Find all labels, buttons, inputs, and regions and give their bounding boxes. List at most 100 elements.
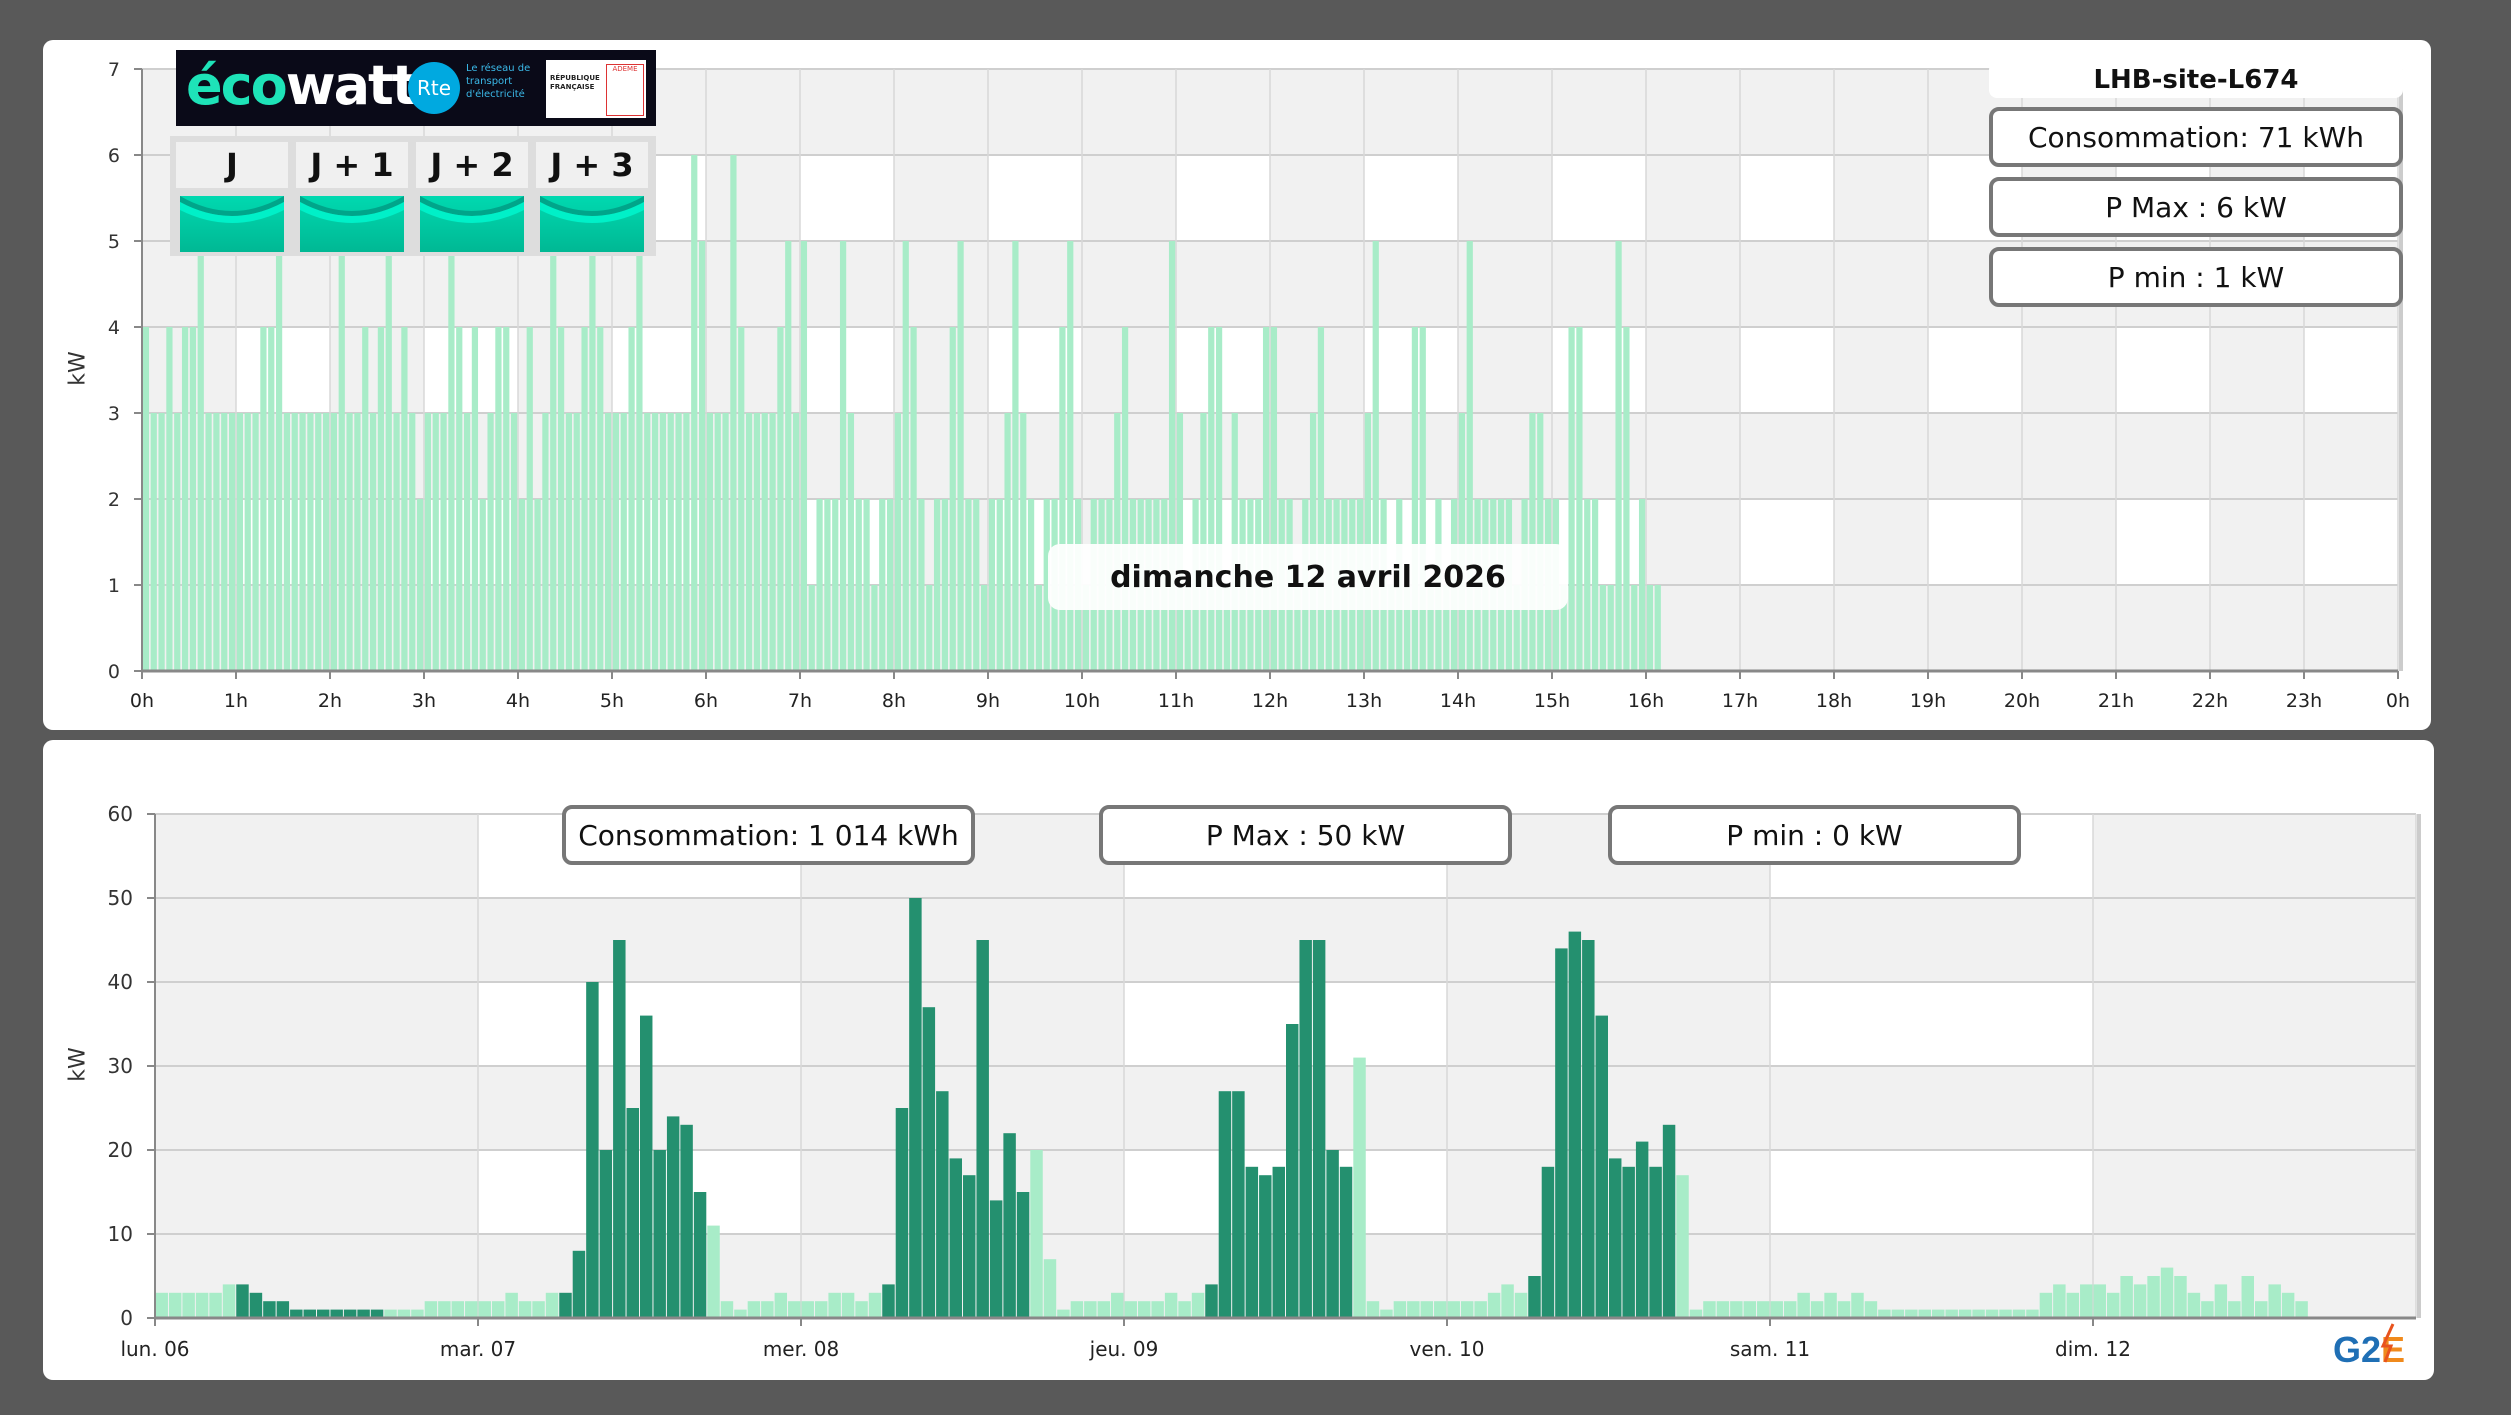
weekly-power-bar	[1932, 1309, 1945, 1318]
daily-grid-cell	[894, 155, 988, 241]
daily-power-bar	[542, 413, 549, 671]
daily-power-bar	[589, 155, 596, 671]
daily-grid-cell	[1458, 69, 1552, 155]
daily-grid-cell	[142, 413, 236, 499]
weekly-power-bar	[774, 1292, 788, 1318]
daily-grid-cell	[2022, 327, 2116, 413]
weekly-power-bar-peak	[1286, 1024, 1299, 1318]
daily-grid-cell	[424, 413, 518, 499]
daily-power-bar	[918, 499, 925, 671]
daily-grid-cell	[988, 69, 1082, 155]
weekly-power-bar-peak	[909, 898, 922, 1318]
weekly-grid-cell	[478, 1150, 801, 1234]
daily-power-bar	[691, 155, 698, 671]
daily-power-bar	[338, 241, 345, 671]
weekly-power-bar-peak	[1595, 1015, 1608, 1318]
daily-grid-cell	[1646, 327, 1740, 413]
weekly-power-bar-peak	[317, 1309, 330, 1318]
weekly-power-bar	[1958, 1309, 1972, 1318]
weekly-power-bar	[1878, 1309, 1891, 1318]
daily-power-bar	[738, 327, 745, 671]
weekly-power-bar	[855, 1301, 868, 1318]
daily-power-bar	[1646, 585, 1654, 671]
weekly-power-bar	[384, 1309, 397, 1318]
daily-grid-cell	[2116, 499, 2210, 585]
weekly-pmax-box: P Max : 50 kW	[1099, 805, 1512, 865]
weekly-power-bar	[1366, 1301, 1380, 1318]
weekly-power-bar-peak	[1259, 1175, 1272, 1318]
daily-power-bar	[1584, 499, 1591, 671]
republique-francaise-logo: RÉPUBLIQUE FRANÇAISE ADEME	[546, 60, 646, 118]
daily-power-bar	[785, 241, 792, 671]
weekly-power-bar-peak	[1609, 1158, 1622, 1318]
daily-power-bar	[949, 327, 956, 671]
daily-power-bar	[526, 327, 533, 671]
weekly-grid-cell	[1124, 1066, 1447, 1150]
weekly-power-bar-peak	[1568, 931, 1582, 1318]
daily-power-bar	[573, 413, 580, 671]
weekly-power-bar	[1487, 1292, 1501, 1318]
daily-power-bar	[385, 241, 392, 671]
weekly-power-bar-peak	[922, 1007, 936, 1318]
daily-power-bar	[1372, 241, 1379, 671]
weekly-grid-cell	[478, 982, 801, 1066]
daily-x-tick-label: 11h	[1158, 690, 1194, 712]
daily-grid-cell	[800, 241, 894, 327]
ecowatt-logo: écowatt Rte Le réseau de transport d'éle…	[176, 50, 656, 126]
daily-grid-cell	[1740, 585, 1834, 671]
weekly-power-bar	[1703, 1301, 1716, 1318]
daily-power-bar	[1568, 327, 1575, 671]
daily-power-bar	[1631, 585, 1638, 671]
weekly-power-bar	[2106, 1292, 2120, 1318]
weekly-power-bar-peak	[963, 1175, 976, 1318]
ecowatt-signal-green-icon	[540, 196, 644, 252]
weekly-power-bar	[1676, 1175, 1689, 1318]
daily-power-bar	[1208, 327, 1215, 671]
ademe-logo: ADEME	[606, 64, 644, 116]
ecowatt-day-j3: J + 3	[534, 140, 650, 252]
daily-grid-cell	[2210, 413, 2304, 499]
weekly-power-bar	[747, 1301, 761, 1318]
daily-x-tick-label: 19h	[1910, 690, 1946, 712]
daily-grid-cell	[1740, 327, 1834, 413]
weekly-power-bar	[465, 1301, 478, 1318]
weekly-power-bar-peak	[357, 1309, 370, 1318]
weekly-power-bar	[1084, 1301, 1097, 1318]
weekly-grid-cell	[1770, 1234, 2093, 1318]
daily-power-bar	[1114, 413, 1121, 671]
weekly-power-bar	[2147, 1276, 2160, 1318]
daily-power-bar	[166, 327, 173, 671]
daily-power-bar	[424, 413, 432, 671]
daily-power-bar	[550, 241, 557, 671]
daily-y-tick-label: 5	[108, 231, 120, 253]
daily-power-bar	[651, 413, 659, 671]
daily-x-tick-label: 7h	[788, 690, 812, 712]
daily-power-bar	[792, 413, 800, 671]
weekly-power-bar-peak	[303, 1309, 316, 1318]
daily-y-tick-label: 4	[108, 317, 120, 339]
weekly-power-bar-peak	[1016, 1192, 1030, 1318]
daily-grid-cell	[894, 69, 988, 155]
weekly-power-bar	[1111, 1292, 1124, 1318]
daily-power-bar	[409, 413, 416, 671]
weekly-power-bar-peak	[370, 1309, 384, 1318]
weekly-power-bar-peak	[330, 1309, 343, 1318]
weekly-power-bar	[491, 1301, 505, 1318]
weekly-grid-cell	[801, 1066, 1124, 1150]
weekly-x-tick-label: sam. 11	[1730, 1337, 1810, 1361]
weekly-power-bar-peak	[936, 1091, 949, 1318]
daily-y-tick-label: 0	[108, 661, 120, 683]
daily-power-bar	[1513, 585, 1520, 671]
weekly-grid-cell	[155, 1150, 478, 1234]
weekly-grid-cell	[478, 898, 801, 982]
daily-grid-cell	[1176, 413, 1270, 499]
daily-power-bar	[1059, 327, 1066, 671]
daily-grid-cell	[1270, 155, 1364, 241]
daily-grid-cell	[2022, 413, 2116, 499]
daily-grid-cell	[518, 327, 612, 413]
daily-power-bar	[1121, 327, 1129, 671]
daily-grid-cell	[330, 585, 424, 671]
weekly-power-bar	[155, 1292, 168, 1318]
weekly-grid-cell	[1447, 1066, 1770, 1150]
weekly-power-bar	[1716, 1301, 1730, 1318]
